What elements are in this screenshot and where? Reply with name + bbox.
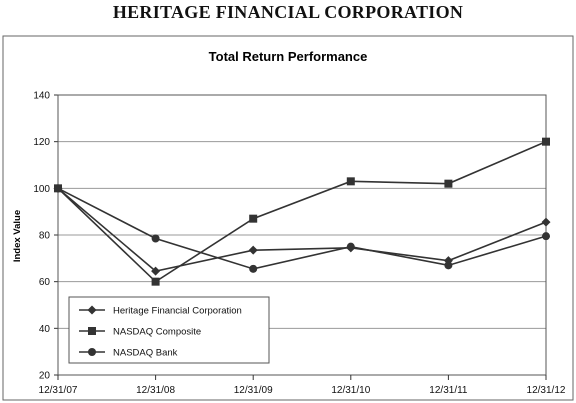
x-tick-label: 12/31/11 (429, 385, 468, 396)
legend-marker (87, 305, 97, 315)
data-point-nasdaq-bank (444, 261, 453, 270)
data-point-nasdaq-bank (542, 232, 550, 241)
series-lines (53, 137, 551, 286)
y-tick-label: 100 (33, 184, 50, 195)
data-point-heritage-financial-corporation (541, 217, 551, 227)
y-tick-label: 120 (33, 137, 50, 148)
data-point-heritage-financial-corporation (151, 266, 161, 276)
data-point-nasdaq-bank (346, 242, 355, 251)
data-point-nasdaq-bank (249, 264, 258, 273)
data-point-nasdaq-composite (151, 277, 160, 286)
y-tick-label: 140 (33, 91, 50, 102)
series-line-nasdaq-composite (57, 140, 547, 283)
legend-marker (88, 327, 96, 335)
chart-title: Total Return Performance (209, 49, 368, 64)
legend-marker (88, 348, 96, 356)
legend-label: Heritage Financial Corporation (113, 306, 242, 317)
data-point-nasdaq-bank (54, 184, 62, 193)
legend-label: NASDAQ Bank (113, 348, 178, 359)
data-point-nasdaq-composite (542, 137, 550, 146)
series-line-heritage-financial-corporation (57, 187, 547, 273)
y-tick-label: 20 (39, 371, 51, 382)
x-tick-label: 12/31/12 (527, 385, 566, 396)
y-tick-label: 40 (39, 324, 51, 335)
data-point-heritage-financial-corporation (248, 245, 258, 255)
x-tick-label: 12/31/07 (39, 385, 78, 396)
data-point-nasdaq-composite (444, 179, 453, 188)
data-point-nasdaq-composite (249, 214, 258, 223)
data-point-nasdaq-composite (346, 177, 355, 186)
company-title: HERITAGE FINANCIAL CORPORATION (112, 2, 464, 22)
legend-label: NASDAQ Composite (113, 327, 201, 338)
data-point-nasdaq-bank (151, 234, 160, 243)
y-tick-label: 60 (39, 277, 51, 288)
y-axis-label: Index Value (12, 210, 23, 262)
y-tick-label: 80 (39, 231, 51, 242)
x-tick-label: 12/31/09 (234, 385, 273, 396)
series-line-nasdaq-bank (57, 187, 547, 270)
legend: Heritage Financial Corporation NASDAQ Com… (68, 296, 270, 364)
x-tick-label: 12/31/10 (331, 385, 370, 396)
x-tick-label: 12/31/08 (136, 385, 175, 396)
